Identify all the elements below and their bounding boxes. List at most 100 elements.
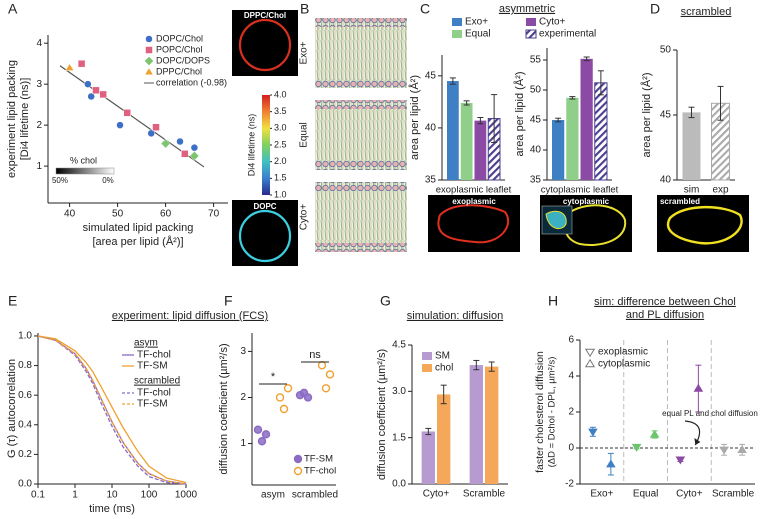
- x-tick-label: 40: [64, 209, 76, 220]
- x-tick-label: asym: [261, 490, 285, 501]
- legend-marker: [584, 358, 596, 368]
- legend-label: correlation (-0.98): [156, 77, 227, 87]
- gradient-legend-label: 0%: [102, 176, 114, 185]
- legend-group-title: scrambled: [134, 376, 180, 387]
- legend-label: POPC/Chol: [156, 44, 203, 54]
- bar: [485, 366, 499, 484]
- y-axis-label: area per lipid (Å²): [640, 73, 653, 158]
- colorbar-title: Di4 lifetime (ns): [246, 114, 256, 177]
- point: [283, 384, 293, 393]
- point: [588, 428, 598, 437]
- y-axis-label: faster cholesterol diffusion: [534, 351, 546, 473]
- y-tick-label: 0.4: [18, 419, 32, 430]
- legend-marker: [144, 67, 154, 76]
- y-tick-label: 3.0: [392, 386, 406, 397]
- chart-title: scrambled: [681, 6, 732, 18]
- y-tick-label: 1.5: [392, 432, 406, 443]
- y-tick-label: 45: [530, 115, 542, 126]
- line: [37, 335, 187, 484]
- bar: [437, 394, 451, 484]
- y-tick-label: 0.0: [392, 479, 406, 490]
- point: [77, 59, 86, 68]
- legend-marker: [293, 454, 303, 464]
- legend-swatch: [452, 30, 462, 38]
- point: [325, 370, 335, 379]
- panel-letter: C: [420, 1, 430, 17]
- colorbar-tick-label: 1.0: [274, 189, 287, 199]
- x-tick-label: exp: [712, 185, 729, 196]
- y-tick-label: 0.6: [18, 390, 32, 401]
- bar: [447, 81, 459, 180]
- bar: [552, 120, 565, 180]
- legend-label: TF-SM: [137, 399, 168, 410]
- y-tick-label: 45: [660, 110, 672, 121]
- point: [257, 437, 267, 446]
- x-tick-label: scrambled: [292, 490, 338, 501]
- legend-swatch: [422, 352, 432, 360]
- point: [99, 90, 107, 99]
- chart-title: sim: difference between Chol: [594, 296, 736, 308]
- x-axis-label: [area per lipid (Å²)]: [92, 235, 183, 248]
- point: [606, 459, 616, 468]
- x-tick-label: 70: [208, 209, 220, 220]
- point: [123, 109, 131, 117]
- image-label: scrambled: [660, 197, 700, 206]
- fit-line: [59, 65, 205, 168]
- snapshot-label: Exo+: [299, 41, 310, 64]
- y-axis-label: [Di4 lifetime (ns)]: [19, 78, 31, 161]
- significance-label: ns: [309, 349, 321, 361]
- bar: [421, 431, 435, 484]
- point: [321, 384, 331, 393]
- legend-marker: [145, 35, 153, 43]
- y-tick-label: 3: [36, 79, 42, 90]
- gradient-legend-title: % chol: [70, 155, 97, 165]
- legend-label: DPPC/Chol: [156, 66, 202, 76]
- point: [176, 137, 184, 146]
- legend-label: DOPC/DOPS: [156, 55, 210, 65]
- y-tick-label: 40: [425, 123, 437, 134]
- legend-label: TF-SM: [137, 361, 168, 372]
- y-tick-label: 2: [36, 120, 42, 131]
- bar: [580, 58, 593, 180]
- y-tick-label: 40: [660, 175, 672, 186]
- point: [719, 446, 729, 455]
- y-tick-label: 3: [240, 346, 246, 357]
- legend-swatch: [452, 18, 462, 26]
- panel-letter: D: [650, 1, 660, 17]
- y-tick-label: 0.8: [18, 360, 32, 371]
- colorbar-tick-label: 3.0: [274, 123, 287, 133]
- image-label: exoplasmic: [452, 197, 496, 206]
- point: [261, 430, 271, 439]
- legend-label: cytoplasmic: [598, 359, 650, 370]
- y-tick-label: -2: [565, 479, 574, 490]
- x-tick-label: 0.1: [31, 490, 45, 501]
- x-tick-label: cytoplasmic leaflet: [541, 185, 619, 196]
- image-label: DOPC: [253, 202, 276, 211]
- y-tick-label: 1.0: [18, 331, 32, 342]
- line: [37, 335, 187, 485]
- simulation-snapshot: Equal: [299, 100, 407, 170]
- bar: [460, 102, 473, 180]
- y-tick-label: 4: [36, 38, 42, 49]
- point: [87, 92, 95, 101]
- panel-letter: A: [8, 1, 18, 17]
- legend-label: DOPC/Chol: [156, 33, 203, 43]
- panel-letter: E: [8, 293, 17, 309]
- x-tick-label: exoplasmic leaflet: [436, 185, 512, 196]
- x-tick-label: sim: [684, 185, 700, 196]
- significance-label: *: [271, 371, 276, 383]
- x-tick-label: 50: [112, 209, 124, 220]
- y-tick-label: 55: [530, 55, 542, 66]
- point: [737, 445, 747, 453]
- chart-title: asymmetric: [499, 3, 556, 15]
- point: [303, 393, 313, 402]
- gradient-legend-label: 50%: [52, 176, 68, 185]
- y-tick-label: 50: [660, 45, 672, 56]
- arrow-head: [694, 438, 701, 445]
- simulation-snapshot: Cyto+: [299, 182, 407, 252]
- bar: [682, 112, 701, 180]
- y-tick-label: 4: [568, 371, 574, 382]
- point: [116, 121, 124, 129]
